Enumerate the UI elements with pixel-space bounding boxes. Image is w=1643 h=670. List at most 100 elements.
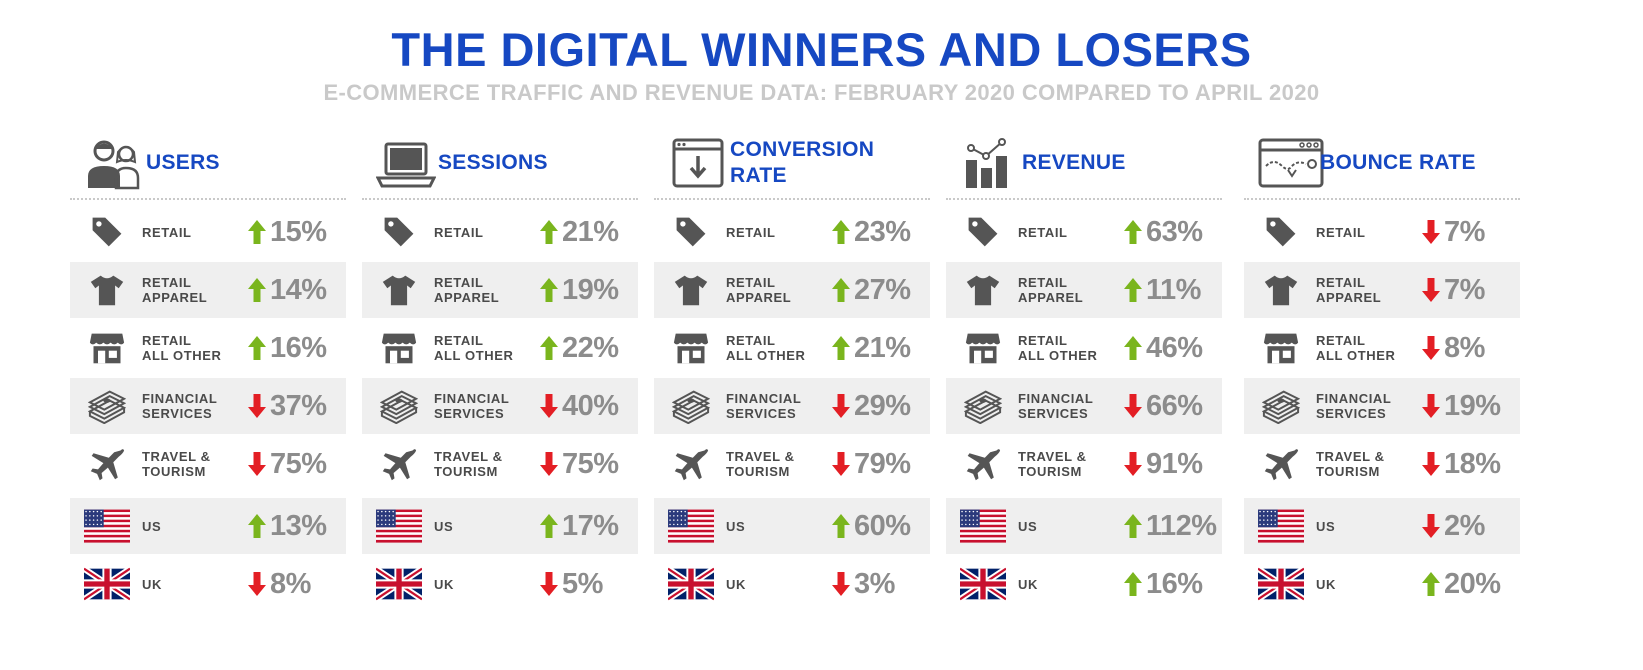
metric-row: RETAIL ALL OTHER 46% [946,320,1222,376]
uk-flag-icon [668,564,714,604]
up-arrow-icon [248,220,266,244]
column-header: REVENUE [946,128,1222,200]
change-value: 66% [1124,378,1203,434]
row-label: RETAIL APPAREL [726,275,792,305]
change-value: 3% [832,556,895,612]
metric-row: FINANCIAL SERVICES 19% [1244,378,1520,434]
row-label: RETAIL ALL OTHER [1018,333,1098,363]
up-arrow-icon [248,514,266,538]
row-label: UK [1018,576,1038,592]
airplane-icon [376,444,422,484]
money-stack-icon [960,386,1006,426]
row-label: FINANCIAL SERVICES [434,391,510,421]
row-label: TRAVEL & TOURISM [434,449,503,479]
percent-change: 29% [854,389,911,422]
metric-row: US 17% [362,498,638,554]
up-arrow-icon [248,336,266,360]
down-arrow-icon [1422,336,1440,360]
row-label: UK [726,576,746,592]
change-value: 21% [540,204,619,260]
change-value: 18% [1422,436,1501,492]
row-label: FINANCIAL SERVICES [1018,391,1094,421]
metric-row: RETAIL 63% [946,204,1222,260]
column-header: CONVERSION RATE [654,128,930,200]
row-label: RETAIL [142,224,192,240]
column-bounce-rate: BOUNCE RATE RETAIL 7% RETAIL APPAREL 7% RETAI… [1244,128,1520,602]
down-arrow-icon [540,394,558,418]
airplane-icon [668,444,714,484]
column-title: REVENUE [1022,151,1126,174]
metric-row: RETAIL 21% [362,204,638,260]
percent-change: 2% [1444,509,1485,542]
us-flag-icon [84,506,130,546]
row-label: US [726,518,746,534]
up-arrow-icon [1124,336,1142,360]
change-value: 29% [832,378,911,434]
metric-row: RETAIL APPAREL 11% [946,262,1222,318]
storefront-icon [668,328,714,368]
metric-row: RETAIL APPAREL 27% [654,262,930,318]
column-title: BOUNCE RATE [1320,151,1476,174]
metric-row: TRAVEL & TOURISM 18% [1244,436,1520,492]
percent-change: 22% [562,331,619,364]
airplane-icon [960,444,1006,484]
metric-row: FINANCIAL SERVICES 37% [70,378,346,434]
change-value: 46% [1124,320,1203,376]
change-value: 22% [540,320,619,376]
up-arrow-icon [1124,220,1142,244]
percent-change: 16% [1146,567,1203,600]
percent-change: 19% [1444,389,1501,422]
up-arrow-icon [1422,572,1440,596]
up-arrow-icon [1124,278,1142,302]
storefront-icon [376,328,422,368]
down-arrow-icon [832,452,850,476]
percent-change: 16% [270,331,327,364]
money-stack-icon [1258,386,1304,426]
percent-change: 40% [562,389,619,422]
storefront-icon [1258,328,1304,368]
row-label: FINANCIAL SERVICES [142,391,218,421]
row-label: RETAIL [1316,224,1366,240]
row-label: UK [142,576,162,592]
metric-row: US 13% [70,498,346,554]
metric-row: RETAIL 15% [70,204,346,260]
up-arrow-icon [540,278,558,302]
money-stack-icon [84,386,130,426]
percent-change: 79% [854,447,911,480]
percent-change: 23% [854,215,911,248]
row-label: RETAIL APPAREL [1316,275,1382,305]
page-title: THE DIGITAL WINNERS AND LOSERS [391,23,1252,76]
column-title: SESSIONS [438,151,548,174]
metric-row: RETAIL 23% [654,204,930,260]
percent-change: 66% [1146,389,1203,422]
up-arrow-icon [832,220,850,244]
up-arrow-icon [1124,514,1142,538]
metric-row: RETAIL APPAREL 14% [70,262,346,318]
metric-row: TRAVEL & TOURISM 75% [70,436,346,492]
metric-row: US 2% [1244,498,1520,554]
change-value: 60% [832,498,911,554]
tshirt-icon [960,270,1006,310]
price-tag-icon [1258,212,1304,252]
column-header: SESSIONS [362,128,638,200]
airplane-icon [84,444,130,484]
metric-row: FINANCIAL SERVICES 66% [946,378,1222,434]
percent-change: 19% [562,273,619,306]
up-arrow-icon [248,278,266,302]
tshirt-icon [668,270,714,310]
percent-change: 15% [270,215,327,248]
page-subtitle: E-COMMERCE TRAFFIC AND REVENUE DATA: FEB… [323,80,1320,105]
row-label: RETAIL [1018,224,1068,240]
percent-change: 112% [1146,509,1217,542]
up-arrow-icon [540,220,558,244]
change-value: 112% [1124,498,1217,554]
uk-flag-icon [960,564,1006,604]
us-flag-icon [1258,506,1304,546]
metric-row: RETAIL APPAREL 7% [1244,262,1520,318]
column-header: BOUNCE RATE [1244,128,1520,200]
change-value: 20% [1422,556,1501,612]
percent-change: 75% [562,447,619,480]
row-label: US [142,518,162,534]
column-revenue: REVENUE RETAIL 63% RETAIL APPAREL 11% RETAIL … [946,128,1222,602]
percent-change: 37% [270,389,327,422]
